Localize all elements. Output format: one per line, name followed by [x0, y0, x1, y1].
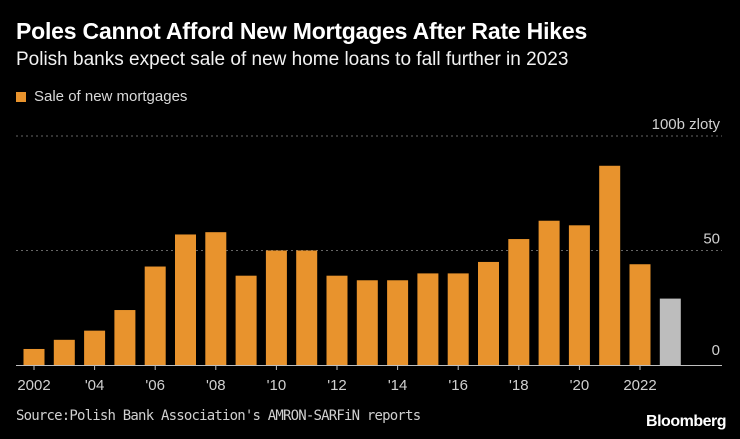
x-tick-label-2012: '12 [327, 377, 347, 394]
x-tick-label-2004: '04 [85, 377, 105, 394]
bar-2004 [84, 330, 106, 365]
source-note: Source:Polish Bank Association's AMRON-S… [16, 408, 421, 424]
y-tick-label-50: 50 [703, 231, 720, 248]
bar-2002 [23, 348, 45, 365]
bar-2021 [599, 165, 621, 365]
legend-label: Sale of new mortgages [34, 88, 188, 105]
legend-swatch [16, 91, 26, 102]
bar-2012 [326, 275, 348, 365]
bar-2023 [659, 298, 681, 365]
bar-2011 [296, 250, 318, 365]
x-tick-label-2016: '16 [448, 377, 468, 394]
bar-2018 [508, 239, 530, 365]
bar-2015 [417, 273, 439, 365]
bar-2010 [265, 250, 287, 365]
x-tick-label-2018: '18 [509, 377, 529, 394]
bar-2014 [387, 280, 409, 365]
x-tick-label-2006: '06 [145, 377, 165, 394]
bar-2016 [447, 273, 469, 365]
legend: Sale of new mortgages [16, 88, 187, 105]
bar-2003 [53, 339, 75, 365]
bar-2017 [478, 261, 499, 365]
y-tick-label-0: 0 [712, 342, 720, 359]
chart-subtitle: Polish banks expect sale of new home loa… [16, 49, 569, 70]
bloomberg-logo: Bloomberg [646, 413, 726, 430]
bar-2007 [175, 234, 196, 365]
x-tick-label-2002: 2002 [17, 377, 50, 394]
x-tick-label-2014: '14 [388, 377, 408, 394]
bar-2022 [629, 264, 651, 365]
bar-2009 [235, 275, 257, 365]
bar-2005 [114, 310, 136, 365]
bar-2008 [205, 232, 227, 365]
x-tick-label-2022: 2022 [623, 377, 656, 394]
chart-title: Poles Cannot Afford New Mortgages After … [16, 18, 588, 44]
y-tick-label-100: 100b zloty [652, 116, 721, 133]
x-tick-label-2008: '08 [206, 377, 226, 394]
bar-2013 [356, 280, 378, 365]
x-tick-label-2010: '10 [267, 377, 287, 394]
bar-2006 [144, 266, 166, 365]
bar-2019 [538, 220, 560, 365]
x-tick-label-2020: '20 [570, 377, 590, 394]
bar-2020 [568, 225, 590, 365]
